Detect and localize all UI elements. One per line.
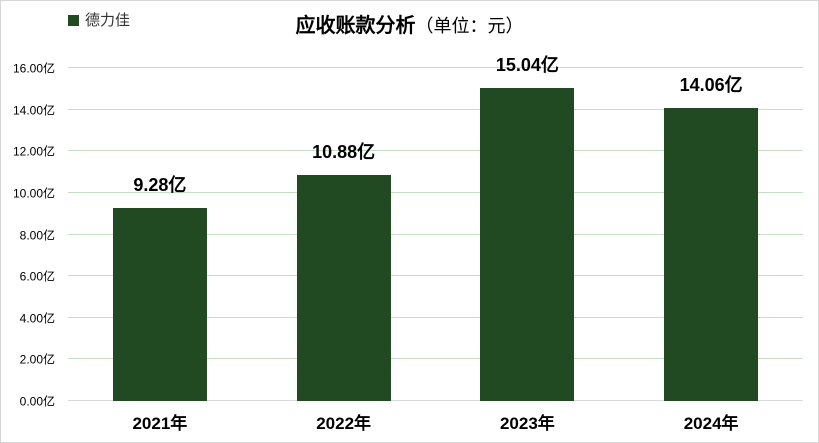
x-tick-label: 2023年: [499, 414, 555, 433]
x-axis: 2021年 2022年 2023年 2024年: [68, 407, 803, 435]
y-tick-label: 8.00亿: [19, 228, 55, 242]
category-band: 10.88亿: [252, 68, 436, 401]
legend[interactable]: 德力佳: [68, 13, 130, 28]
y-tick-label: 2.00亿: [19, 352, 55, 367]
chart-title-unit: （单位：元）: [415, 16, 524, 36]
y-tick-label: 0.00亿: [19, 394, 55, 409]
plot-area: 9.28亿 10.88亿 15.04亿 14.06亿: [68, 55, 803, 401]
category-band: 14.06亿: [619, 68, 803, 401]
category-band: 15.04亿: [436, 55, 620, 401]
gridline: [68, 358, 803, 360]
chart-title-text: 应收账款分析: [295, 15, 416, 37]
gridline: [68, 233, 803, 235]
gridline: [68, 191, 803, 193]
y-tick-label: 4.00亿: [19, 311, 55, 326]
y-tick-label: 12.00亿: [12, 144, 55, 159]
gridline: [68, 275, 803, 277]
bar-2024年[interactable]: [664, 108, 759, 401]
gridline: [68, 150, 803, 152]
category-band: 9.28亿: [68, 68, 252, 401]
legend-label: 德力佳: [85, 12, 131, 29]
gridline: [68, 108, 803, 110]
gridline: [68, 316, 803, 318]
bar-value-label: 10.88亿: [312, 141, 376, 162]
bar-2023年[interactable]: [480, 87, 575, 401]
y-tick-label: 6.00亿: [19, 269, 55, 284]
bar-value-label: 9.28亿: [133, 174, 187, 195]
x-tick-label: 2021年: [132, 414, 188, 433]
bar-2022年[interactable]: [296, 174, 391, 401]
y-tick-label: 14.00亿: [12, 103, 55, 118]
bar-value-label: 15.04亿: [495, 54, 559, 75]
y-tick-label: 10.00亿: [12, 186, 55, 201]
y-tick-label: 16.00亿: [12, 61, 55, 76]
chart-title: 应收账款分析（单位：元）: [1, 9, 818, 38]
bar-value-label: 14.06亿: [679, 75, 743, 96]
x-tick-label: 2022年: [316, 414, 372, 433]
x-tick-label: 2024年: [683, 414, 739, 433]
y-axis: 0.00亿 2.00亿 4.00亿 6.00亿 8.00亿 10.00亿 12.00亿 14.…: [1, 62, 61, 409]
legend-swatch-icon: [68, 15, 79, 26]
x-axis-line: [68, 400, 803, 401]
bar-2021年[interactable]: [112, 207, 207, 401]
gridline: [68, 67, 803, 68]
